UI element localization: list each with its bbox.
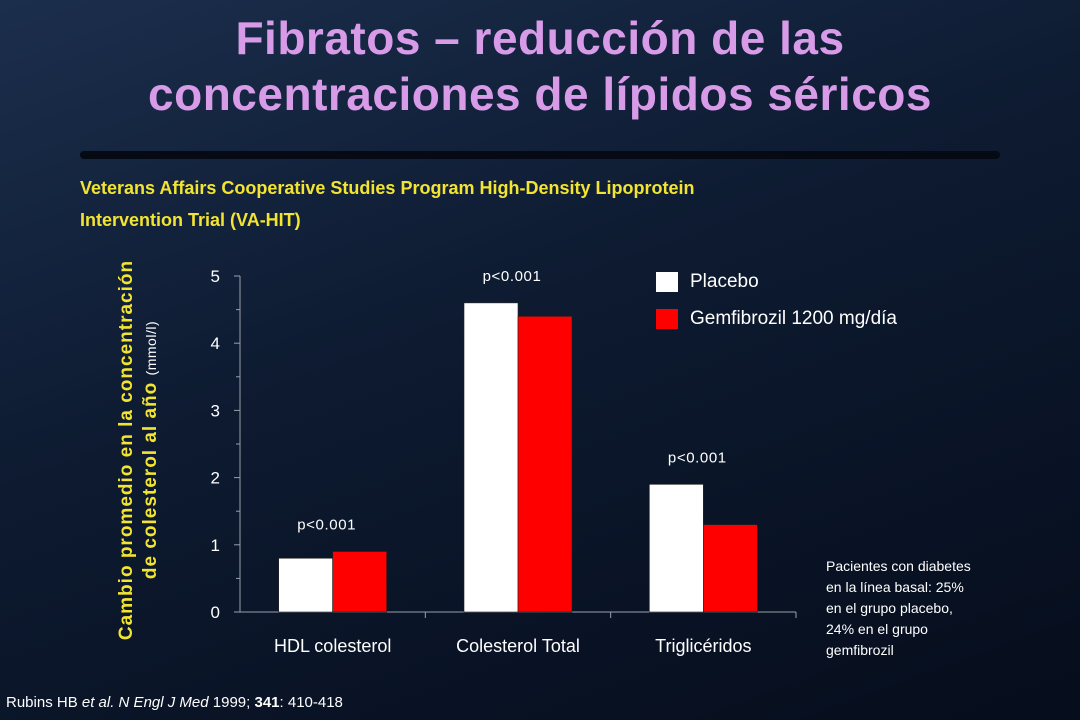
bar-gemfibrozil	[703, 524, 758, 613]
p-value-label: p<0.001	[668, 449, 727, 466]
bar-gemfibrozil	[332, 551, 387, 613]
legend-swatch-gemfibrozil	[656, 309, 678, 329]
source-author: Rubins HB	[6, 694, 82, 711]
bar-gemfibrozil	[517, 316, 573, 613]
y-tick-label: 5	[211, 267, 220, 286]
diabetes-note: Pacientes con diabetes en la línea basal…	[826, 558, 971, 658]
title-divider	[80, 151, 1000, 159]
source-citation: Rubins HB et al. N Engl J Med 1999; 341:…	[6, 694, 343, 711]
subtitle-line-1: Veterans Affairs Cooperative Studies Pro…	[80, 178, 695, 198]
y-tick-label: 3	[211, 401, 220, 420]
slide-title: Fibratos – reducción de las concentracio…	[0, 10, 1080, 122]
x-category-label: Colesterol Total	[456, 636, 580, 656]
bar-placebo	[649, 484, 704, 613]
x-category-label: HDL colesterol	[274, 636, 391, 656]
y-tick-label: 2	[211, 469, 220, 488]
title-line-2: concentraciones de lípidos séricos	[148, 68, 932, 120]
y-tick-label: 4	[211, 334, 220, 353]
legend-label-placebo: Placebo	[690, 271, 759, 292]
y-tick-label: 1	[211, 536, 220, 555]
bar-placebo	[463, 302, 519, 613]
bar-placebo	[278, 557, 333, 613]
study-subtitle: Veterans Affairs Cooperative Studies Pro…	[80, 172, 980, 236]
x-category-label: Triglicéridos	[655, 636, 751, 656]
legend-label-gemfibrozil: Gemfibrozil 1200 mg/día	[690, 308, 897, 329]
title-line-1: Fibratos – reducción de las	[235, 12, 845, 64]
legend-swatch-placebo	[656, 272, 678, 292]
source-year: 1999;	[208, 694, 255, 711]
p-value-label: p<0.001	[483, 268, 542, 285]
source-volume: 341	[254, 694, 280, 711]
source-pages: : 410-418	[279, 694, 343, 711]
source-journal: et al. N Engl J Med	[81, 694, 209, 711]
p-value-label: p<0.001	[297, 517, 356, 534]
subtitle-line-2: Intervention Trial (VA-HIT)	[80, 210, 301, 230]
y-tick-label: 0	[211, 603, 220, 622]
